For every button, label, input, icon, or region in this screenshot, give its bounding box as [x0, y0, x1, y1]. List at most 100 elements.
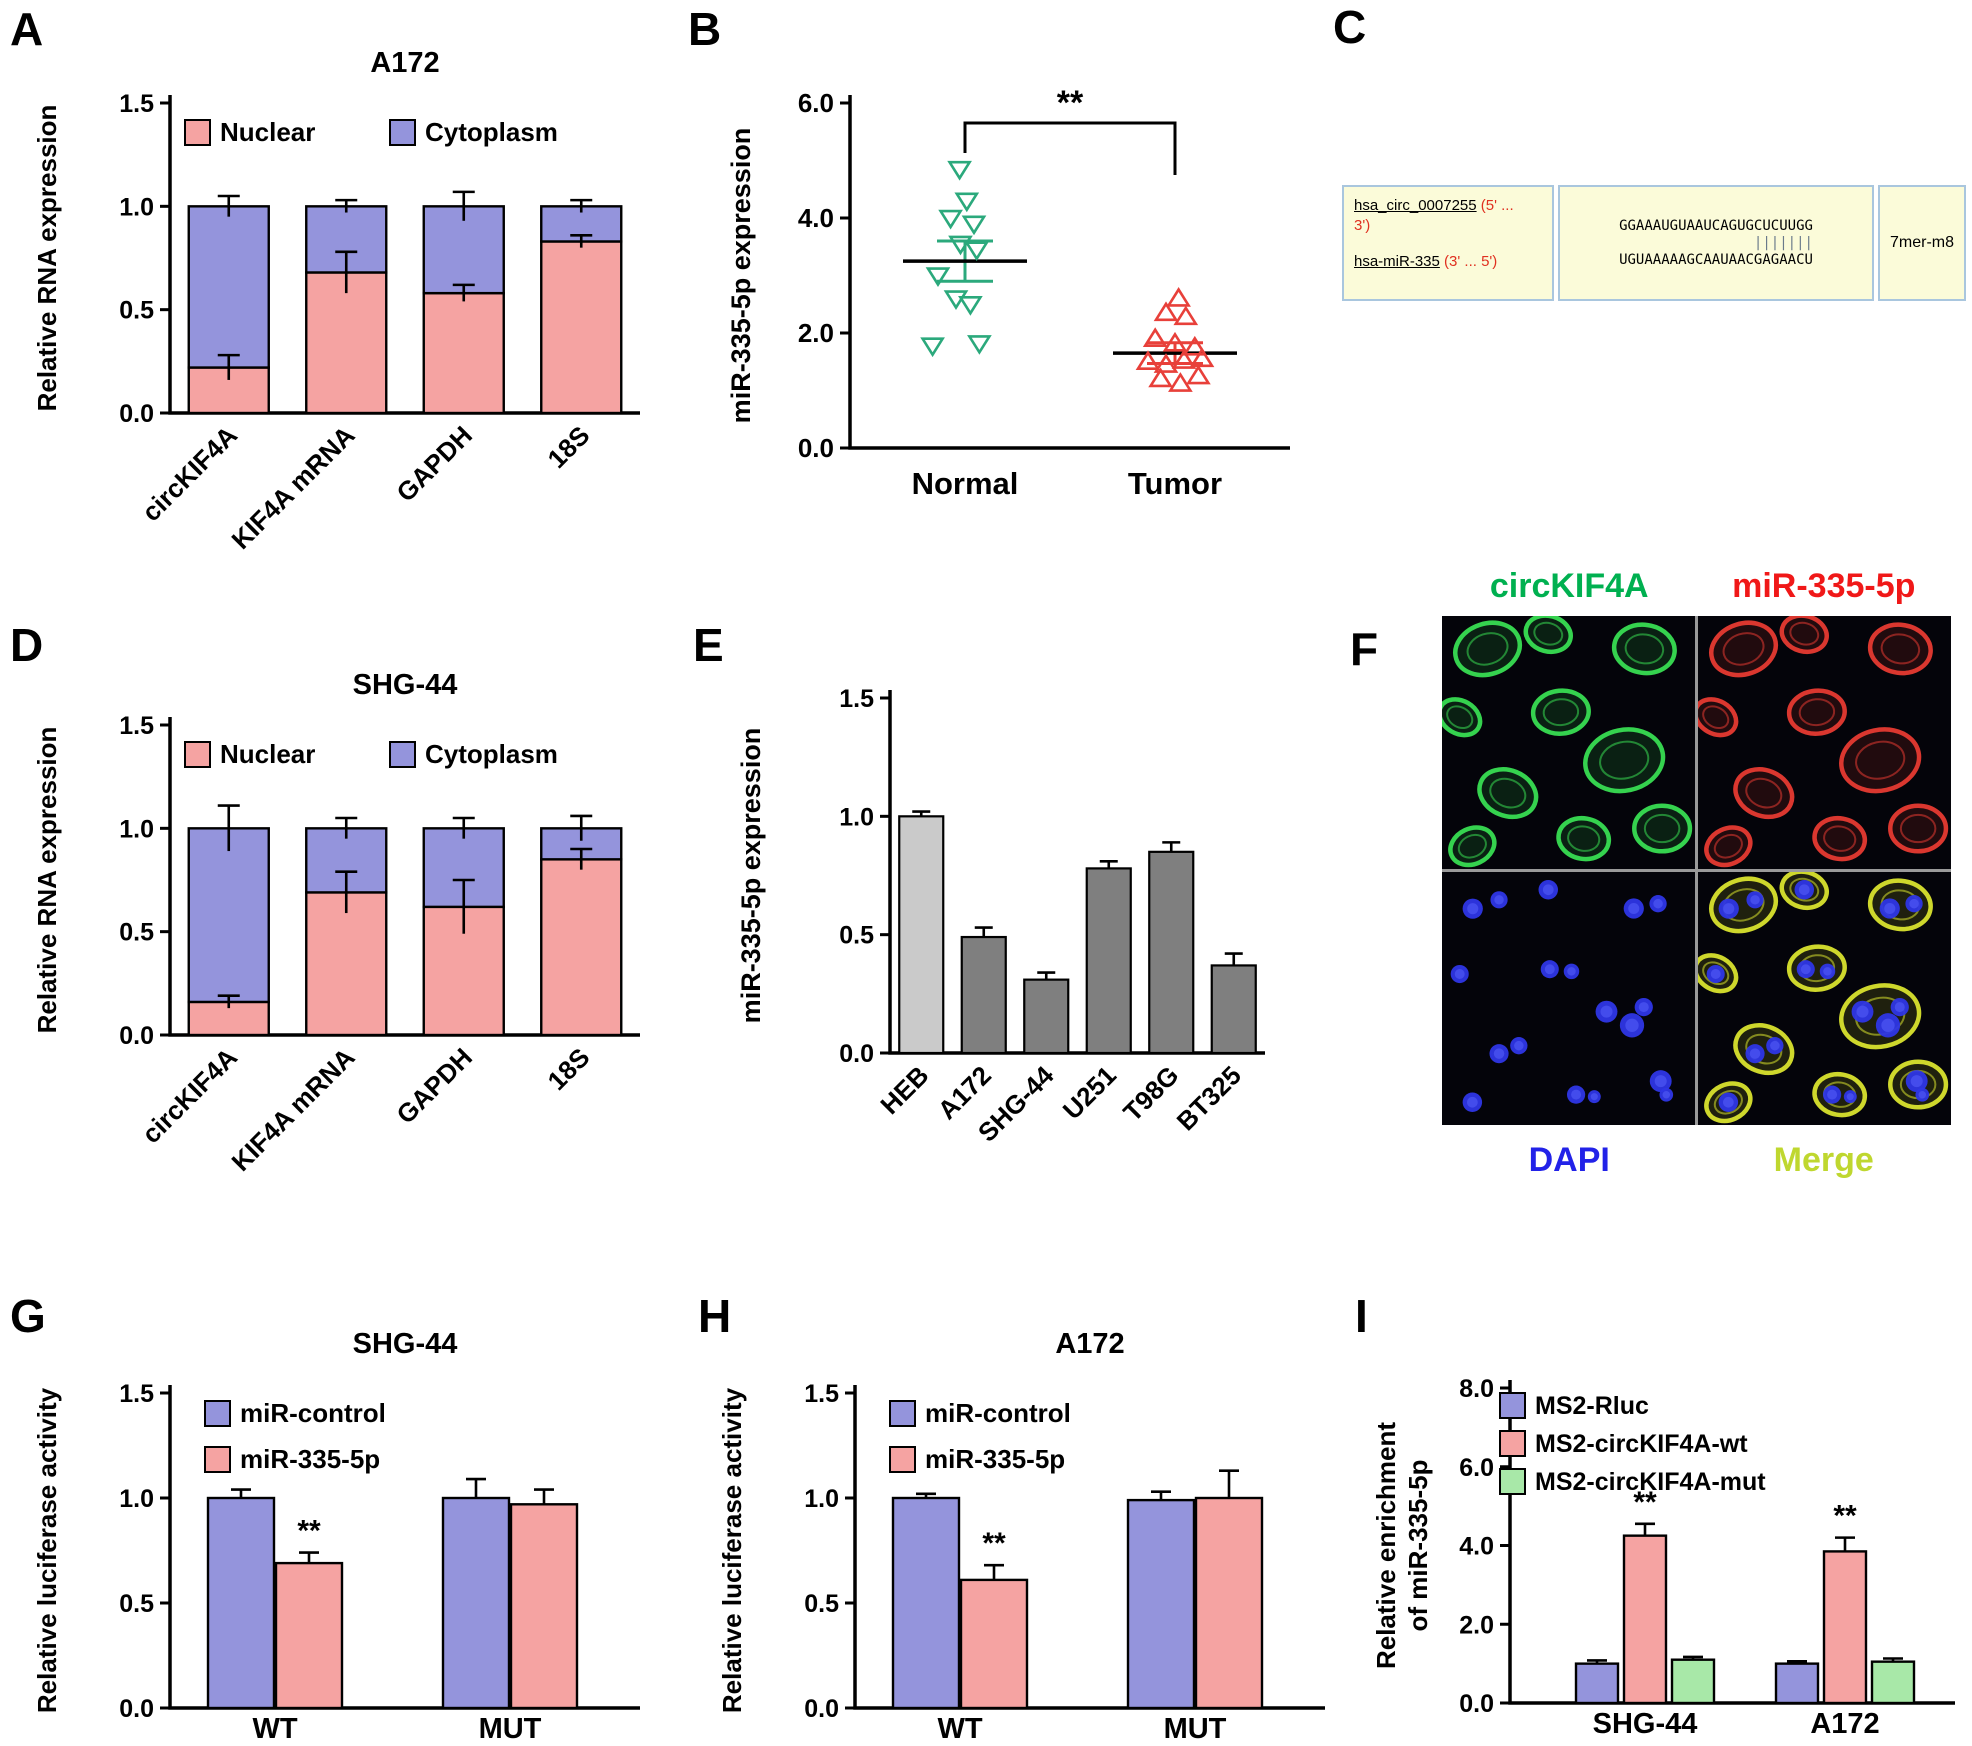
micrograph-dapi: [1442, 872, 1695, 1125]
svg-text:A172: A172: [370, 47, 439, 79]
svg-text:0.5: 0.5: [839, 922, 874, 950]
mir-name-line: hsa-miR-335 (3' ... 5'): [1354, 252, 1542, 272]
seed-match-type: 7mer-m8: [1890, 234, 1955, 251]
svg-text:SHG-44: SHG-44: [353, 669, 458, 701]
svg-text:0.5: 0.5: [804, 1590, 839, 1618]
svg-text:GAPDH: GAPDH: [390, 1042, 478, 1130]
svg-text:MS2-circKIF4A-mut: MS2-circKIF4A-mut: [1535, 1468, 1766, 1496]
panel-d-stacked-bar-chart: SHG-44 0.0 0.5 1.0 1.5 Nuclear Cytoplasm circKI…: [32, 669, 640, 1177]
panel-a-letter: A: [10, 3, 44, 55]
panel-f-letter: F: [1350, 623, 1379, 675]
base-pairing-bars: |||||||: [1619, 234, 1813, 251]
micrograph-circkif4a: [1442, 616, 1695, 869]
label-mir-335-5p-channel: miR-335-5p: [1732, 567, 1916, 605]
svg-text:SHG-44: SHG-44: [1593, 1708, 1698, 1740]
panel-b-letter: B: [688, 3, 722, 55]
svg-text:HEB: HEB: [874, 1060, 934, 1120]
panel-a-stacked-bar-chart: A172 0.0 0.5 1.0 1.5 Nuclear Cytoplasm circKIF4…: [32, 47, 640, 555]
svg-text:Tumor: Tumor: [1128, 466, 1222, 501]
panel-e-bar-chart: 0.00.51.01.5HEBA172SHG-44U251T98GBT325mi…: [736, 685, 1265, 1148]
svg-text:1.5: 1.5: [839, 685, 874, 713]
svg-text:1.0: 1.0: [804, 1485, 839, 1513]
svg-text:1.5: 1.5: [119, 712, 154, 740]
panel-e-letter: E: [693, 619, 724, 671]
panel-h-grouped-bar-chart: A172 0.0 0.5 1.0 1.5 miR-control miR-335-5p ** W…: [717, 1328, 1325, 1745]
svg-text:**: **: [1057, 84, 1084, 122]
svg-text:Cytoplasm: Cytoplasm: [425, 739, 558, 769]
circ-sequence: GGAAAUGUAAUCAGUGCUCUUGG: [1619, 217, 1813, 234]
svg-text:0.0: 0.0: [119, 1022, 154, 1050]
svg-text:Relative RNA expression: Relative RNA expression: [32, 105, 62, 412]
svg-text:SHG-44: SHG-44: [353, 1328, 458, 1360]
panel-g-letter: G: [10, 1290, 46, 1342]
svg-text:MUT: MUT: [1164, 1713, 1227, 1745]
svg-text:miR-control: miR-control: [240, 1398, 386, 1428]
svg-text:Relative luciferase activity: Relative luciferase activity: [717, 1387, 747, 1713]
svg-text:0.0: 0.0: [798, 433, 834, 463]
svg-text:MS2-Rluc: MS2-Rluc: [1535, 1392, 1649, 1420]
svg-text:0.0: 0.0: [839, 1040, 874, 1068]
svg-text:8.0: 8.0: [1459, 1375, 1494, 1403]
svg-text:**: **: [1833, 1500, 1857, 1533]
svg-text:BT325: BT325: [1171, 1060, 1247, 1136]
svg-text:6.0: 6.0: [1459, 1454, 1494, 1482]
svg-text:1.5: 1.5: [119, 90, 154, 118]
svg-text:MUT: MUT: [479, 1713, 542, 1745]
svg-text:0.0: 0.0: [804, 1695, 839, 1723]
svg-text:Nuclear: Nuclear: [220, 117, 315, 147]
svg-text:of miR-335-5p: of miR-335-5p: [1403, 1460, 1433, 1632]
panel-h-letter: H: [698, 1290, 732, 1342]
svg-text:1.0: 1.0: [119, 193, 154, 221]
svg-text:miR-335-5p expression: miR-335-5p expression: [726, 128, 756, 424]
svg-text:KIF4A mRNA: KIF4A mRNA: [226, 1042, 361, 1177]
mir-name: hsa-miR-335: [1354, 253, 1440, 270]
svg-text:0.5: 0.5: [119, 297, 154, 325]
svg-text:0.0: 0.0: [119, 400, 154, 428]
panel-i-letter: I: [1355, 1290, 1368, 1342]
svg-text:0.5: 0.5: [119, 919, 154, 947]
svg-text:6.0: 6.0: [798, 88, 834, 118]
svg-text:**: **: [297, 1515, 321, 1548]
svg-text:4.0: 4.0: [798, 203, 834, 233]
panel-d-letter: D: [10, 619, 44, 671]
svg-text:Relative enrichment: Relative enrichment: [1371, 1422, 1401, 1669]
svg-text:miR-335-5p: miR-335-5p: [240, 1444, 380, 1474]
svg-text:1.5: 1.5: [119, 1380, 154, 1408]
svg-text:GAPDH: GAPDH: [390, 420, 478, 508]
svg-text:MS2-circKIF4A-wt: MS2-circKIF4A-wt: [1535, 1430, 1748, 1458]
alignment-sequences-box: GGAAAUGUAAUCAGUGCUCUUGG ||||||| UGUAAAAA…: [1558, 185, 1874, 301]
micrograph-top-labels: circKIF4A miR-335-5p: [1442, 566, 1951, 607]
mir-orientation: (3' ... 5'): [1439, 253, 1498, 270]
panel-i-grouped-bar-chart: 0.0 2.0 4.0 6.0 8.0 MS2-Rluc MS2-circKIF4A-wt M…: [1371, 1375, 1955, 1740]
svg-text:18S: 18S: [542, 420, 596, 474]
label-merge-channel: Merge: [1773, 1141, 1874, 1179]
svg-text:1.0: 1.0: [839, 803, 874, 831]
svg-text:18S: 18S: [542, 1042, 596, 1096]
svg-text:miR-control: miR-control: [925, 1398, 1071, 1428]
svg-text:Nuclear: Nuclear: [220, 739, 315, 769]
circ-name-line: hsa_circ_0007255 (5' ...: [1354, 196, 1542, 216]
svg-text:miR-335-5p: miR-335-5p: [925, 1444, 1065, 1474]
panel-c-letter: C: [1333, 1, 1367, 53]
micrograph-merge: [1698, 872, 1951, 1125]
panel-b-scatter-chart: 0.0 2.0 4.0 6.0 Normal Tumor ** miR-335-5p expr…: [726, 84, 1290, 501]
svg-text:A172: A172: [1810, 1708, 1879, 1740]
micrograph-bottom-labels: DAPI Merge: [1442, 1140, 1951, 1181]
svg-text:A172: A172: [1055, 1328, 1124, 1360]
svg-text:circKIF4A: circKIF4A: [136, 1042, 243, 1149]
svg-text:circKIF4A: circKIF4A: [136, 420, 243, 527]
svg-text:0.0: 0.0: [1459, 1690, 1494, 1718]
panel-g-grouped-bar-chart: SHG-44 0.0 0.5 1.0 1.5 miR-control miR-335-5p *…: [32, 1328, 640, 1745]
mir-sequence: UGUAAAAAGCAAUAACGAGAACU: [1619, 251, 1813, 268]
svg-text:U251: U251: [1057, 1060, 1122, 1125]
svg-text:miR-335-5p expression: miR-335-5p expression: [736, 728, 766, 1024]
alignment-names-box: hsa_circ_0007255 (5' ... 3') hsa-miR-335…: [1342, 185, 1554, 301]
svg-text:WT: WT: [252, 1713, 297, 1745]
svg-text:KIF4A mRNA: KIF4A mRNA: [226, 420, 361, 555]
circ-orientation-wrap: 3'): [1354, 217, 1371, 234]
svg-text:0.5: 0.5: [119, 1590, 154, 1618]
svg-text:Normal: Normal: [912, 466, 1019, 501]
microscopy-grid: [1442, 616, 1951, 1125]
svg-text:WT: WT: [937, 1713, 982, 1745]
micrograph-mir-335-5p: [1698, 616, 1951, 869]
